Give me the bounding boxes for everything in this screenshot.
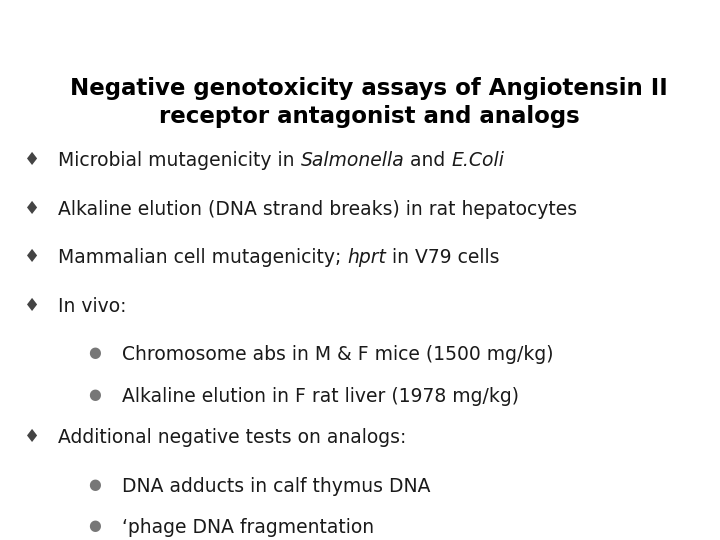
- Text: Chromosome abs in M & F mice (1500 mg/kg): Chromosome abs in M & F mice (1500 mg/kg…: [122, 345, 554, 364]
- Text: E.Coli: E.Coli: [451, 151, 505, 170]
- Text: DNA adducts in calf thymus DNA: DNA adducts in calf thymus DNA: [122, 477, 431, 496]
- Text: Alkaline elution in F rat liver (1978 mg/kg): Alkaline elution in F rat liver (1978 mg…: [122, 387, 519, 406]
- Text: in V79 cells: in V79 cells: [386, 248, 500, 267]
- Text: and: and: [404, 151, 451, 170]
- Text: ♦: ♦: [24, 296, 40, 315]
- Text: ♦: ♦: [24, 151, 40, 169]
- Text: ●: ●: [89, 477, 102, 492]
- Text: Mammalian cell mutagenicity;: Mammalian cell mutagenicity;: [58, 248, 347, 267]
- Text: ●: ●: [89, 387, 102, 402]
- Text: Microbial mutagenicity in: Microbial mutagenicity in: [58, 151, 300, 170]
- Text: ♦: ♦: [24, 200, 40, 218]
- Text: Negative genotoxicity assays of Angiotensin II
receptor antagonist and analogs: Negative genotoxicity assays of Angioten…: [70, 77, 668, 128]
- Text: ●: ●: [89, 518, 102, 533]
- Text: In vivo:: In vivo:: [58, 296, 127, 316]
- Text: hprt: hprt: [347, 248, 386, 267]
- Text: ♦: ♦: [24, 428, 40, 446]
- Text: ‘phage DNA fragmentation: ‘phage DNA fragmentation: [122, 518, 374, 537]
- Text: Additional negative tests on analogs:: Additional negative tests on analogs:: [58, 428, 406, 447]
- Text: ●: ●: [89, 345, 102, 360]
- Text: Alkaline elution (DNA strand breaks) in rat hepatocytes: Alkaline elution (DNA strand breaks) in …: [58, 200, 577, 219]
- Text: ♦: ♦: [24, 248, 40, 266]
- Text: Salmonella: Salmonella: [300, 151, 404, 170]
